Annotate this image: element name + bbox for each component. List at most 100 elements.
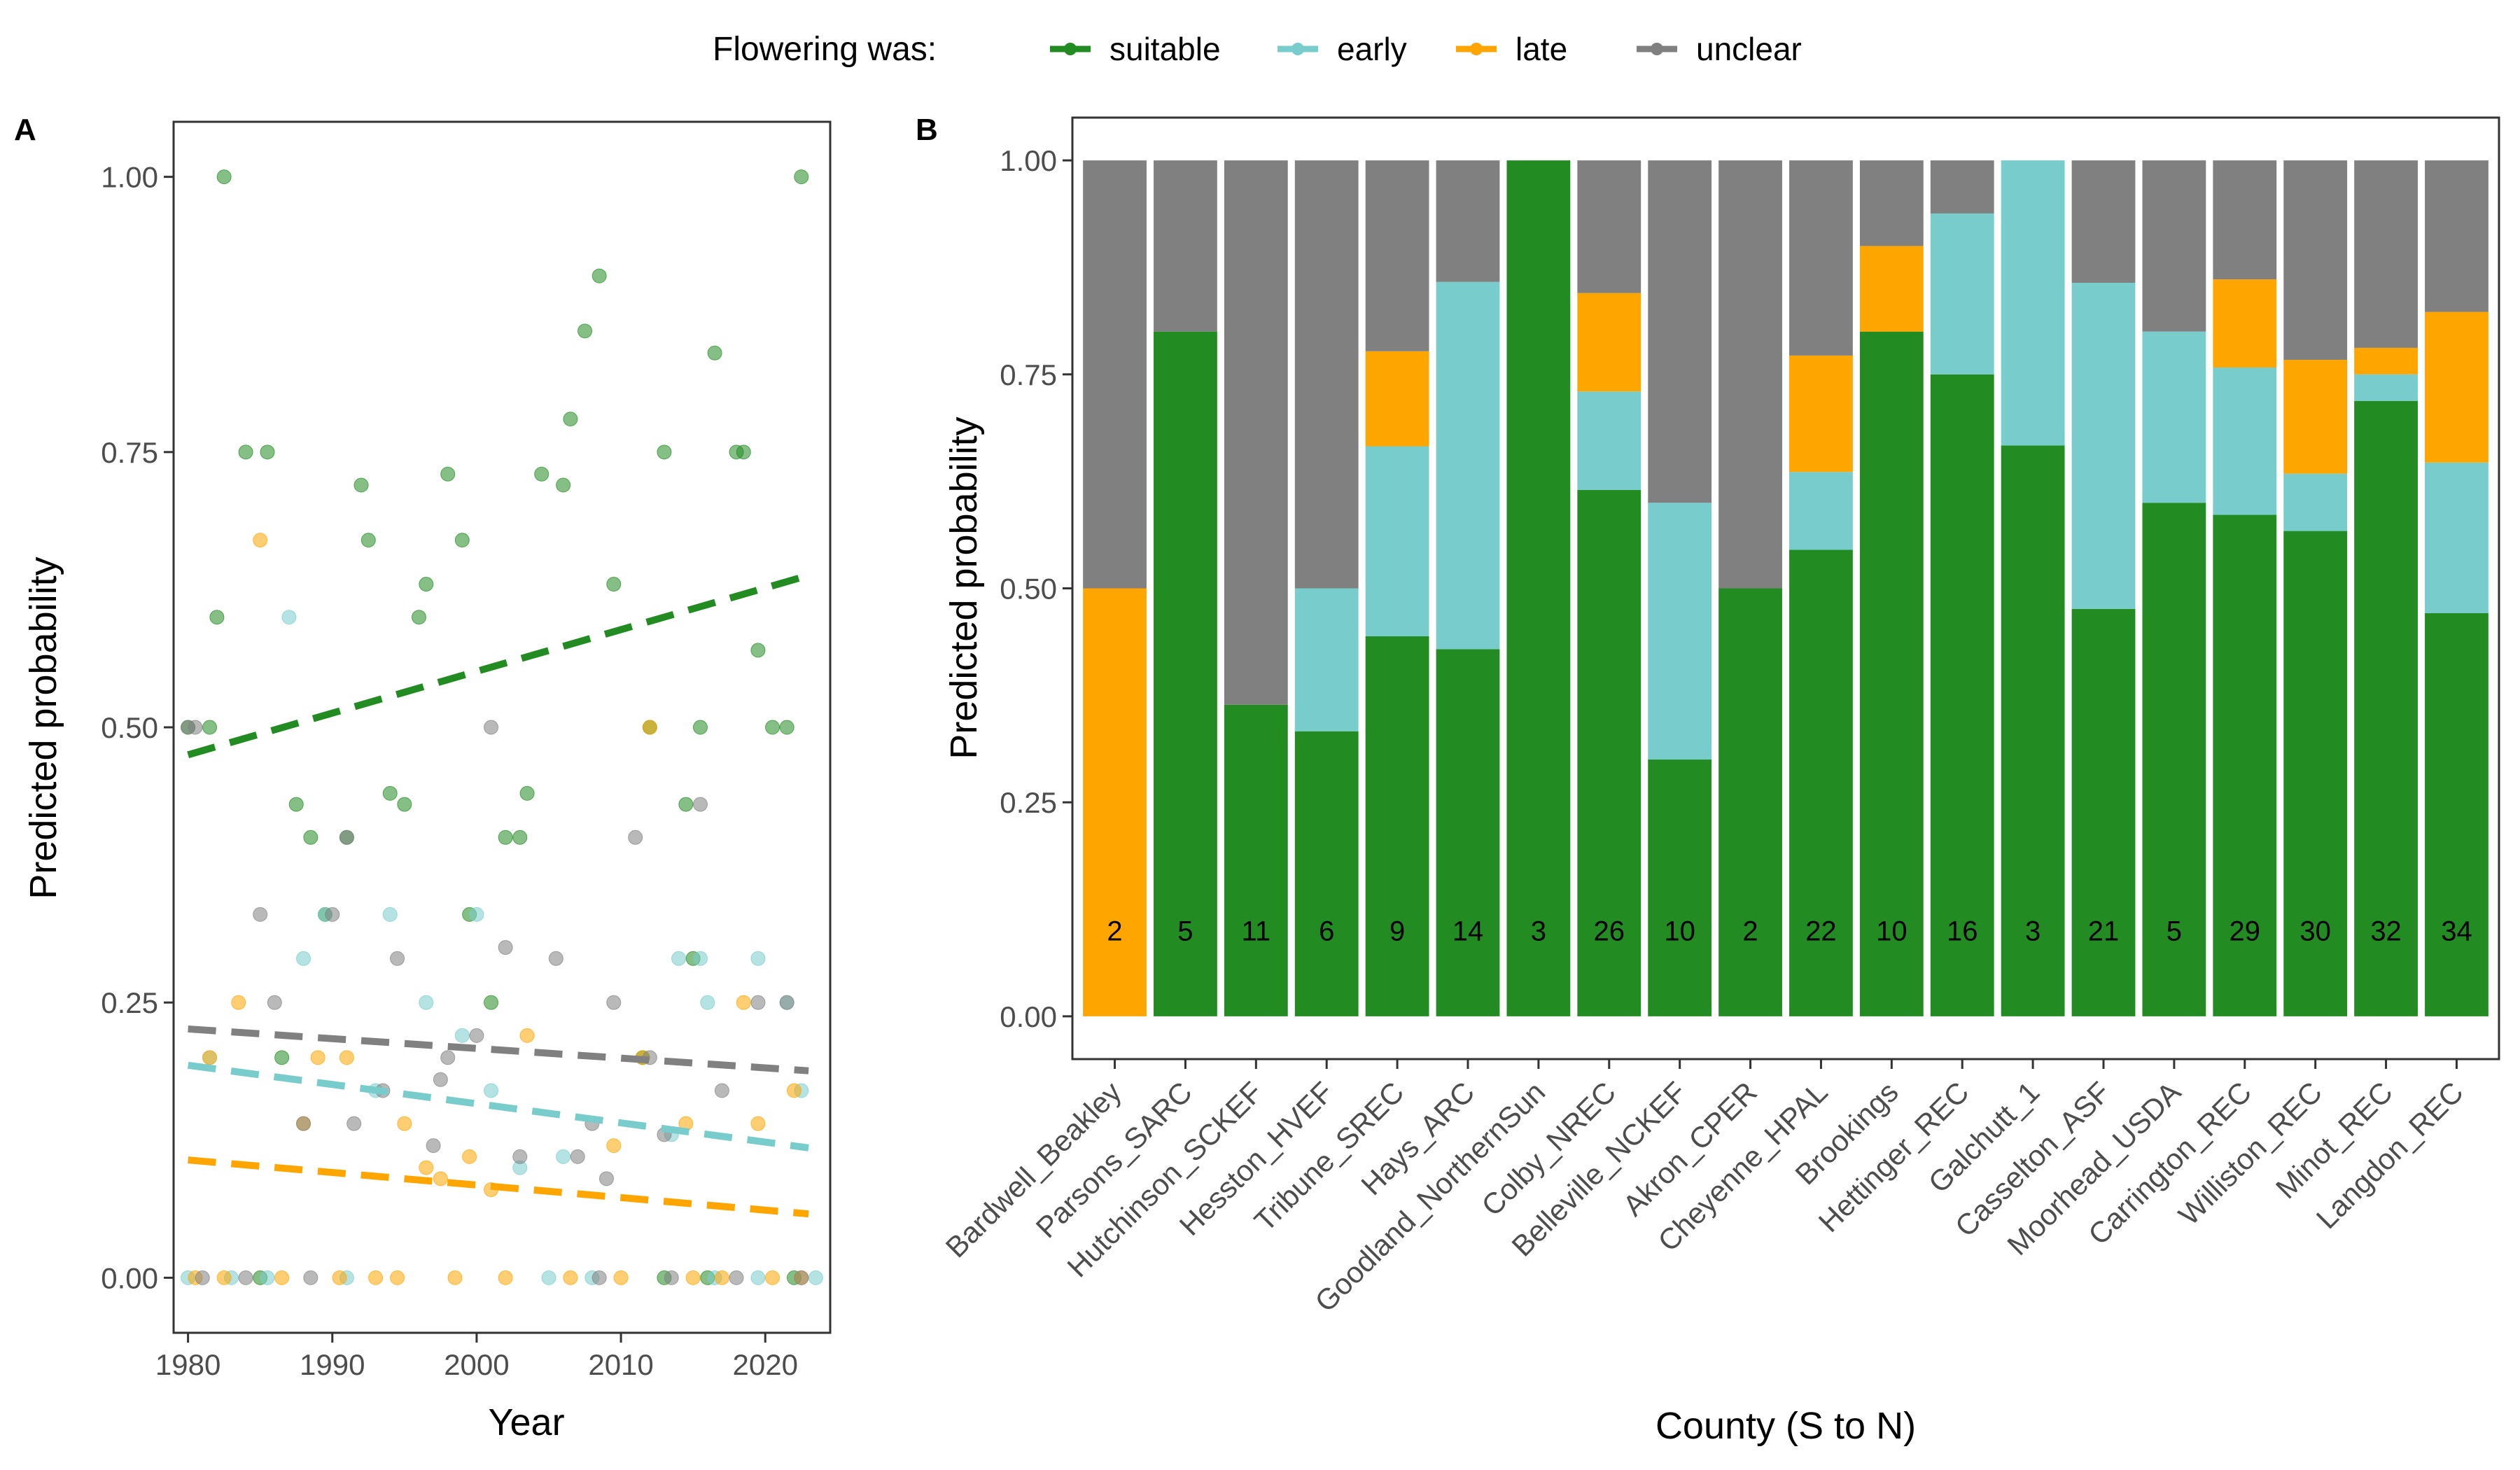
bar-segment-suitable [1365, 636, 1429, 1016]
point-suitable [707, 345, 722, 360]
panel-b-ytick-label: 0.00 [1000, 1000, 1057, 1033]
bar-segment-suitable [1789, 550, 1853, 1016]
bar-count-label: 6 [1319, 916, 1334, 947]
bar-segment-unclear [1083, 160, 1147, 589]
trend-line-suitable [187, 572, 810, 759]
bar-segment-suitable [1648, 760, 1712, 1016]
point-unclear [664, 1270, 679, 1285]
point-suitable [519, 785, 535, 801]
point-suitable [354, 477, 369, 493]
point-late [462, 1149, 477, 1164]
point-suitable [498, 830, 513, 845]
bar-segment-unclear [1718, 160, 1782, 589]
trend-line-unclear [188, 1025, 809, 1074]
point-unclear [592, 1270, 607, 1285]
point-suitable [779, 720, 794, 735]
point-suitable [692, 720, 708, 735]
point-unclear [469, 1028, 484, 1043]
panel-b-ylabel: Predicted probability [943, 416, 985, 759]
panel-a-xtick-label: 2020 [733, 1348, 798, 1381]
panel-b-ytick-label: 1.00 [1000, 144, 1057, 177]
point-suitable [678, 797, 694, 812]
legend-key-dot-early [1292, 43, 1304, 55]
legend-key-dot-suitable [1064, 43, 1077, 55]
bar-segment-unclear [2142, 160, 2206, 332]
bar-segment-suitable [2283, 531, 2348, 1016]
point-suitable [512, 830, 528, 845]
point-unclear [692, 797, 708, 812]
bar-segment-unclear [2071, 160, 2136, 283]
point-unclear [238, 1270, 253, 1285]
point-early [671, 951, 687, 966]
point-unclear [426, 1138, 441, 1154]
bar-segment-suitable [1577, 489, 1642, 1016]
bar-count-label: 32 [2370, 916, 2402, 947]
point-early [750, 951, 766, 966]
point-unclear [794, 1270, 809, 1285]
point-late [786, 1083, 802, 1098]
bar-segment-suitable [2425, 612, 2488, 1016]
point-unclear [779, 995, 794, 1010]
point-early [541, 1270, 556, 1285]
panel-b-ytick-label: 0.25 [1000, 786, 1057, 819]
bar-segment-unclear [2283, 160, 2348, 360]
bar-segment-early [2142, 331, 2206, 503]
point-late [447, 1270, 463, 1285]
point-unclear [440, 1050, 456, 1065]
legend-title: Flowering was: [713, 31, 937, 68]
point-early [454, 1028, 470, 1043]
point-unclear [195, 1270, 210, 1285]
point-unclear [325, 906, 340, 922]
bar-segment-unclear [1224, 160, 1288, 705]
bar-segment-early [1930, 213, 1994, 374]
bar-segment-late [1577, 293, 1642, 392]
point-late [433, 1171, 448, 1186]
bar-segment-late [1083, 588, 1147, 1016]
panel-a-xtick-label: 1990 [300, 1348, 365, 1381]
bar-count-label: 26 [1594, 916, 1625, 947]
panel-b-ytick-label: 0.75 [1000, 358, 1057, 391]
bar-count-label: 34 [2441, 916, 2472, 947]
point-late [765, 1270, 780, 1285]
point-late [498, 1270, 513, 1285]
point-suitable [419, 577, 434, 592]
bar-segment-suitable [1436, 649, 1500, 1016]
point-unclear [346, 1116, 362, 1131]
trend-line-late [188, 1156, 809, 1218]
point-late [390, 1270, 405, 1285]
point-late [310, 1050, 326, 1065]
point-unclear [188, 720, 203, 735]
point-suitable [411, 610, 426, 625]
bar-count-label: 3 [2025, 916, 2040, 947]
point-suitable [578, 323, 593, 339]
point-early [382, 906, 398, 922]
bar-count-label: 10 [1664, 916, 1695, 947]
point-late [368, 1270, 384, 1285]
point-unclear [390, 951, 405, 966]
point-suitable [238, 444, 253, 460]
bar-segment-unclear [1154, 160, 1217, 332]
bar-segment-late [2425, 312, 2488, 463]
bar-segment-unclear [2425, 160, 2488, 312]
point-unclear [512, 1149, 528, 1164]
bar-segment-early [2283, 473, 2348, 531]
point-unclear [498, 940, 513, 955]
bar-segment-early [1294, 588, 1359, 732]
point-early [296, 951, 312, 966]
bar-segment-suitable [1506, 160, 1571, 1016]
point-late [606, 1138, 622, 1154]
bar-segment-suitable [1718, 588, 1782, 1016]
point-suitable [274, 1050, 290, 1065]
bar-count-label: 5 [2166, 916, 2182, 947]
point-early [750, 1270, 766, 1285]
point-late [563, 1270, 578, 1285]
point-late [519, 1028, 535, 1043]
point-unclear [750, 995, 766, 1010]
bar-segment-unclear [1365, 160, 1429, 351]
bar-segment-late [1789, 355, 1853, 472]
bar-segment-suitable [1859, 331, 1924, 1016]
point-suitable [202, 720, 218, 735]
point-suitable [657, 444, 672, 460]
bar-segment-suitable [2142, 503, 2206, 1016]
point-early [469, 906, 484, 922]
